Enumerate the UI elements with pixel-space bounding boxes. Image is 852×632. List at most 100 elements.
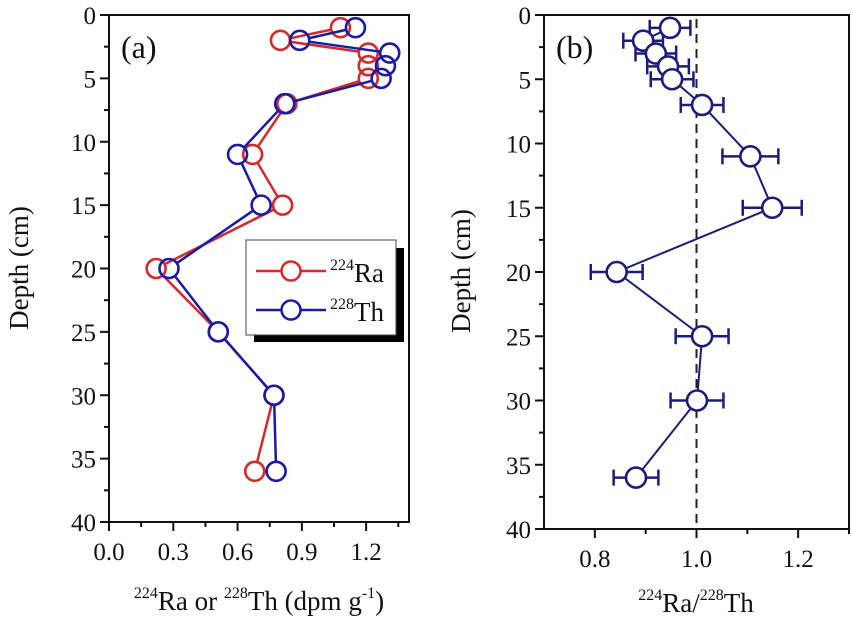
data-point — [265, 460, 287, 483]
data-point — [241, 143, 264, 166]
data-point — [357, 54, 380, 77]
panel-a-y-tick-label: 35 — [71, 447, 96, 474]
panel-b-x-axis-title: 224Ra/228Th — [638, 587, 754, 618]
series-segment — [162, 275, 212, 326]
series-segment — [224, 338, 269, 389]
legend-ra-label: 224Ra — [330, 257, 384, 288]
legend-ra-marker — [280, 260, 302, 282]
data-point — [690, 93, 714, 117]
x-title-superscript: 228 — [700, 587, 724, 604]
series-segment — [243, 110, 279, 148]
legend-ra-sup: 224 — [330, 257, 354, 274]
series-segment — [273, 405, 278, 461]
series-segment — [257, 111, 283, 147]
panel-a-y-tick-label: 0 — [84, 3, 97, 30]
data-point — [263, 384, 285, 407]
panel-b-y-tick-label: 30 — [506, 389, 531, 416]
x-title-superscript: 224 — [638, 587, 662, 604]
x-title-text: Ra/ — [662, 588, 700, 618]
panel-b-x-tick-label: 1.2 — [783, 546, 814, 573]
legend-th-sup: 228 — [330, 296, 354, 313]
data-point — [207, 321, 230, 343]
x-title-text: Th — [724, 588, 754, 618]
panel-a-x-tick-label: 0.6 — [222, 539, 253, 566]
panel-a-frame — [108, 14, 410, 523]
legend-box — [245, 239, 397, 336]
panel-a-y-tick-label: 30 — [71, 383, 96, 410]
panel-b-y-tick-label: 20 — [506, 260, 531, 287]
series-segment — [679, 85, 695, 99]
data-point — [243, 460, 266, 483]
data-point — [271, 194, 294, 216]
panel-a-y-axis-title: Depth (cm) — [4, 206, 34, 330]
data-point — [250, 194, 272, 216]
x-title-text: ) — [375, 586, 384, 616]
legend-item-th: 228Th — [256, 296, 384, 327]
legend-ra-text: Ra — [354, 258, 384, 288]
panel-a-y-tick-label: 40 — [71, 510, 96, 537]
data-point — [273, 92, 296, 115]
data-point — [660, 67, 684, 91]
data-point — [145, 257, 167, 280]
series-segment — [176, 210, 254, 264]
panel-a-y-tick-label: 5 — [84, 66, 97, 93]
x-title-superscript: 224 — [134, 585, 158, 602]
x-title-text: Ra or — [158, 586, 224, 616]
data-point — [269, 29, 292, 52]
data-point — [374, 54, 397, 77]
data-point — [357, 67, 380, 90]
panel-a-y-tick-label: 20 — [71, 257, 96, 284]
series-segment — [294, 79, 372, 103]
data-point — [378, 42, 401, 64]
panel-b-x-tick-label: 0.8 — [579, 546, 610, 573]
panel-a-y-tick-label: 10 — [71, 130, 96, 157]
data-point — [329, 16, 352, 39]
panel-b-y-tick-label: 25 — [506, 324, 531, 351]
data-point — [344, 16, 367, 39]
panel-b-y-tick-label: 15 — [506, 196, 531, 223]
data-point — [760, 196, 784, 220]
data-point — [690, 324, 714, 348]
series-segment — [309, 40, 380, 53]
series-segment — [652, 31, 661, 37]
data-point — [288, 29, 311, 52]
series-segment — [174, 276, 213, 325]
panel-b-x-tick-label: 1.0 — [681, 546, 712, 573]
panel-a-y-tick-label: 25 — [71, 320, 96, 347]
data-point — [624, 466, 648, 489]
legend-th-label: 228Th — [330, 296, 384, 327]
legend-th-marker — [280, 299, 302, 321]
panel-b-y-tick-label: 10 — [506, 132, 531, 159]
series-segment — [164, 208, 274, 265]
panel-b: 0 5 10 15 20 25 30 35 40 0.8 1.0 1.2 (b) Depth (cm)… — [446, 3, 850, 618]
series-segment — [256, 405, 273, 462]
panel-a-y-tick-label: 15 — [71, 193, 96, 220]
series-segment — [290, 28, 331, 40]
series-segment — [309, 28, 346, 40]
legend-item-ra: 224Ra — [256, 257, 384, 288]
panel-a-legend: 224Ra 228Th — [245, 239, 404, 342]
series-segment — [696, 347, 703, 390]
panel-b-frame — [543, 14, 850, 530]
series-segment — [708, 112, 744, 150]
data-point — [357, 42, 380, 64]
panel-b-ticks: 0 5 10 15 20 25 30 35 40 0.8 1.0 1.2 — [506, 3, 850, 573]
data-point — [685, 389, 709, 412]
x-title-superscript: 228 — [224, 585, 248, 602]
panel-a-x-tick-label: 0.9 — [286, 539, 317, 566]
series-228Th — [158, 16, 401, 483]
data-point — [226, 143, 249, 166]
panel-b-y-tick-label: 0 — [519, 3, 532, 30]
series-segment — [256, 162, 279, 197]
series-segment — [642, 408, 691, 470]
panel-a-x-tick-label: 1.2 — [351, 539, 382, 566]
panel-b-y-axis-title: Depth (cm) — [446, 209, 476, 333]
panel-a-x-tick-label: 0.0 — [93, 539, 124, 566]
legend-th-text: Th — [354, 297, 384, 327]
data-point — [739, 145, 762, 168]
series-segment — [753, 166, 769, 199]
panel-a-x-axis-title: 224Ra or 228Th (dpm g-1) — [134, 585, 384, 616]
panel-b-y-tick-label: 35 — [506, 453, 531, 480]
